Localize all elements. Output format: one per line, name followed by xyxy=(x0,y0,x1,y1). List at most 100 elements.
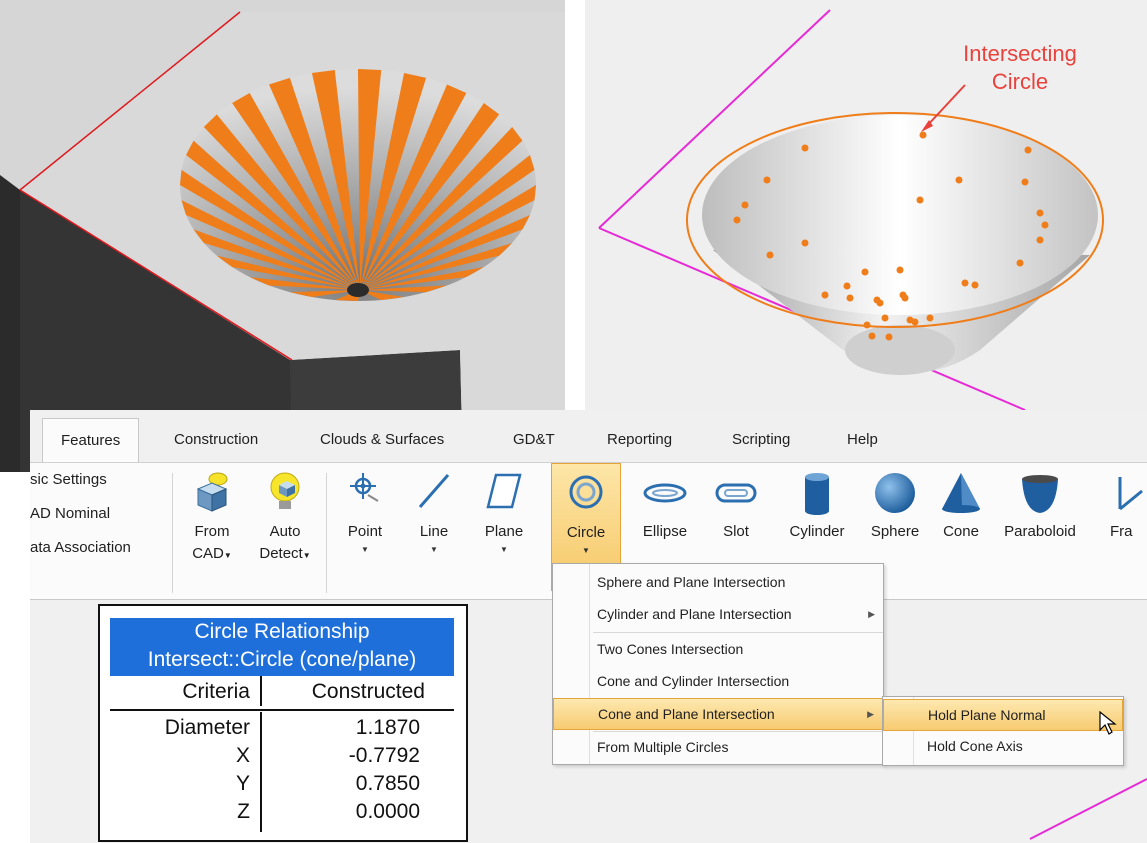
basic-settings-item[interactable]: sic Settings xyxy=(30,471,107,488)
submenu-item-hold-plane-normal[interactable]: Hold Plane Normal xyxy=(883,699,1123,731)
measured-point xyxy=(876,299,884,307)
data-association-item[interactable]: ata Association xyxy=(30,539,131,556)
cone-stripe xyxy=(269,77,360,290)
ribbon-separator xyxy=(326,473,327,593)
constructed-cell: 1.1870 xyxy=(355,716,420,739)
sphere-button[interactable]: Sphere xyxy=(862,463,928,593)
measured-point xyxy=(843,282,851,290)
sphere-label: Sphere xyxy=(870,523,920,540)
ellipse-button[interactable]: Ellipse xyxy=(632,463,698,593)
line-button[interactable]: Line ▼ xyxy=(404,463,464,593)
cylinder-icon xyxy=(800,471,834,521)
menu-item-cylinder-plane[interactable]: Cylinder and Plane Intersection ▶ xyxy=(553,599,883,629)
menu-item-cone-cylinder[interactable]: Cone and Cylinder Intersection xyxy=(597,673,790,689)
cone-stripe xyxy=(180,169,360,290)
measured-point xyxy=(1036,209,1044,217)
tab-reporting[interactable]: Reporting xyxy=(607,431,673,448)
measured-point xyxy=(801,144,809,152)
auto-detect-button[interactable]: Auto Detect▼ xyxy=(252,463,318,593)
submenu-arrow-icon: ▶ xyxy=(867,709,874,719)
measured-point xyxy=(1021,178,1029,186)
relationship-header: Circle Relationship Intersect::Circle (c… xyxy=(110,618,454,676)
measured-point xyxy=(766,251,774,259)
from-cad-label-2: CAD▼ xyxy=(192,545,232,562)
constructed-cell: 0.7850 xyxy=(355,772,420,795)
measured-point xyxy=(919,131,927,139)
menu-item-multiple-circles[interactable]: From Multiple Circles xyxy=(597,739,729,755)
menu-item-cone-plane[interactable]: Cone and Plane Intersection ▶ xyxy=(553,698,883,730)
criteria-header: Criteria xyxy=(182,680,250,703)
cad-viewport-left[interactable] xyxy=(0,0,565,472)
tab-features[interactable]: Features xyxy=(42,418,140,463)
slot-icon xyxy=(713,471,759,515)
plane-button[interactable]: Plane ▼ xyxy=(472,463,536,593)
tab-scripting[interactable]: Scripting xyxy=(732,431,791,448)
point-crosshair-icon xyxy=(348,471,382,509)
slot-button[interactable]: Slot xyxy=(706,463,766,593)
line-label: Line xyxy=(419,523,449,540)
point-button[interactable]: Point ▼ xyxy=(334,463,396,593)
menu-item-two-cones[interactable]: Two Cones Intersection xyxy=(597,641,744,657)
cad-viewport-right[interactable]: Intersecting Circle xyxy=(585,0,1147,472)
cone-button[interactable]: Cone xyxy=(934,463,988,593)
cone-stripe xyxy=(360,154,535,290)
annotation-label: Intersecting Circle xyxy=(940,40,1100,96)
circle-relationship-panel: Circle Relationship Intersect::Circle (c… xyxy=(98,604,468,842)
paraboloid-button[interactable]: Paraboloid xyxy=(994,463,1086,593)
cone-stripe xyxy=(193,229,360,290)
cone-stripe xyxy=(360,84,467,291)
measured-point xyxy=(1041,221,1049,229)
cone-stripe xyxy=(358,69,382,290)
criteria-cell: Y xyxy=(235,772,250,795)
cone-stripe xyxy=(360,290,405,301)
paraboloid-icon xyxy=(1018,471,1062,519)
cone-stripe xyxy=(249,277,360,290)
criteria-cell: Diameter xyxy=(164,716,250,739)
cylinder-button[interactable]: Cylinder xyxy=(780,463,854,593)
header-rule xyxy=(110,709,454,711)
cone-stripe xyxy=(360,215,530,290)
relationship-subtitle: Intersect::Circle (cone/plane) xyxy=(147,648,417,671)
cone-stripe xyxy=(360,267,484,290)
cad-cube-icon xyxy=(192,471,232,517)
ellipse-label: Ellipse xyxy=(642,523,688,540)
measured-point xyxy=(801,239,809,247)
measured-point xyxy=(1036,236,1044,244)
tab-gdt[interactable]: GD&T xyxy=(513,431,555,448)
auto-detect-label-2: Detect▼ xyxy=(259,545,311,562)
auto-detect-label: Auto xyxy=(269,523,301,540)
cone-stripe xyxy=(360,72,427,290)
tab-help[interactable]: Help xyxy=(847,431,878,448)
plane-dropdown-caret: ▼ xyxy=(500,545,508,554)
criteria-cell: X xyxy=(235,744,250,767)
constructed-cell: 0.0000 xyxy=(355,800,420,823)
measured-point xyxy=(1016,259,1024,267)
submenu-item-hold-cone-axis[interactable]: Hold Cone Axis xyxy=(927,738,1023,754)
relationship-title: Circle Relationship xyxy=(194,620,370,643)
annotation-line2: Circle xyxy=(991,69,1049,94)
cone-icon xyxy=(940,471,982,519)
plane-icon xyxy=(484,471,524,515)
from-cad-button[interactable]: From CAD▼ xyxy=(180,463,244,593)
cone-striped-render xyxy=(0,11,565,472)
circle-dropdown-menu: Sphere and Plane Intersection Cylinder a… xyxy=(552,563,884,765)
measured-point xyxy=(901,294,909,302)
cone-stripe xyxy=(311,69,360,290)
measured-point xyxy=(961,279,969,287)
measured-point xyxy=(881,314,889,322)
cone-stripe xyxy=(289,290,360,298)
measured-point xyxy=(906,316,914,324)
cone-label: Cone xyxy=(943,523,979,540)
measured-point xyxy=(955,176,963,184)
tab-construction[interactable]: Construction xyxy=(174,431,259,448)
from-cad-label: From xyxy=(194,523,230,540)
frame-button[interactable]: Fra xyxy=(1100,463,1147,593)
table-row: Y 0.7850 xyxy=(110,772,454,798)
measured-point xyxy=(1024,146,1032,154)
cad-nominal-item[interactable]: AD Nominal xyxy=(30,505,111,522)
line-icon xyxy=(416,471,452,515)
tab-clouds-surfaces[interactable]: Clouds & Surfaces xyxy=(320,431,445,448)
menu-item-sphere-plane[interactable]: Sphere and Plane Intersection xyxy=(597,574,786,590)
cone-stripe xyxy=(360,285,447,293)
ellipse-icon xyxy=(642,471,688,515)
